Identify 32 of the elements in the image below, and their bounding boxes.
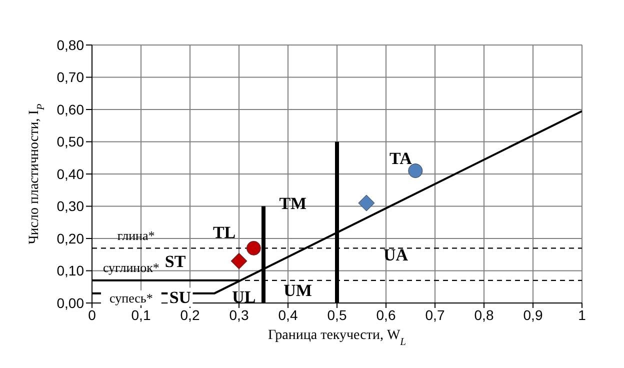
annotation: супесь*: [110, 290, 153, 306]
y-tick-label: 0,00: [56, 294, 84, 311]
y-tick-label: 0,40: [56, 166, 84, 182]
annotation: UL: [232, 288, 256, 306]
y-tick-label: 0,60: [56, 101, 84, 118]
y-tick-label: 0,30: [56, 198, 84, 214]
annotation: TM: [279, 194, 307, 213]
x-tick-label: 0,7: [425, 306, 445, 323]
x-tick-label: 1: [578, 306, 586, 323]
y-tick-label: 0,10: [56, 262, 84, 279]
x-tick-label: 0,3: [229, 306, 249, 323]
annotation: UM: [284, 281, 312, 300]
x-tick-label: 0,9: [523, 306, 543, 323]
x-tick-label: 0,2: [180, 306, 200, 323]
annotation: TA: [390, 148, 413, 168]
x-tick-label: 0,1: [131, 306, 151, 323]
x-tick-label: 0,8: [474, 306, 494, 323]
annotation: суглинок*: [102, 260, 160, 276]
annotation: TL: [212, 223, 236, 242]
y-tick-label: 0,80: [56, 36, 84, 53]
x-axis-title: Граница текучести, W$_{L}$: [268, 328, 406, 348]
x-tick-label: 0: [88, 306, 96, 323]
x-tick-label: 0,5: [327, 306, 347, 323]
annotation: ST: [164, 252, 186, 272]
annotation: глина*: [117, 228, 155, 243]
y-tick-label: 0,70: [56, 69, 84, 86]
annotation: SU: [169, 288, 192, 308]
annotation: UA: [384, 246, 409, 265]
y-tick-label: 0,20: [56, 230, 84, 246]
x-tick-label: 0,4: [278, 306, 298, 323]
y-tick-label: 0,50: [56, 134, 84, 150]
x-tick-label: 0,6: [376, 306, 396, 323]
